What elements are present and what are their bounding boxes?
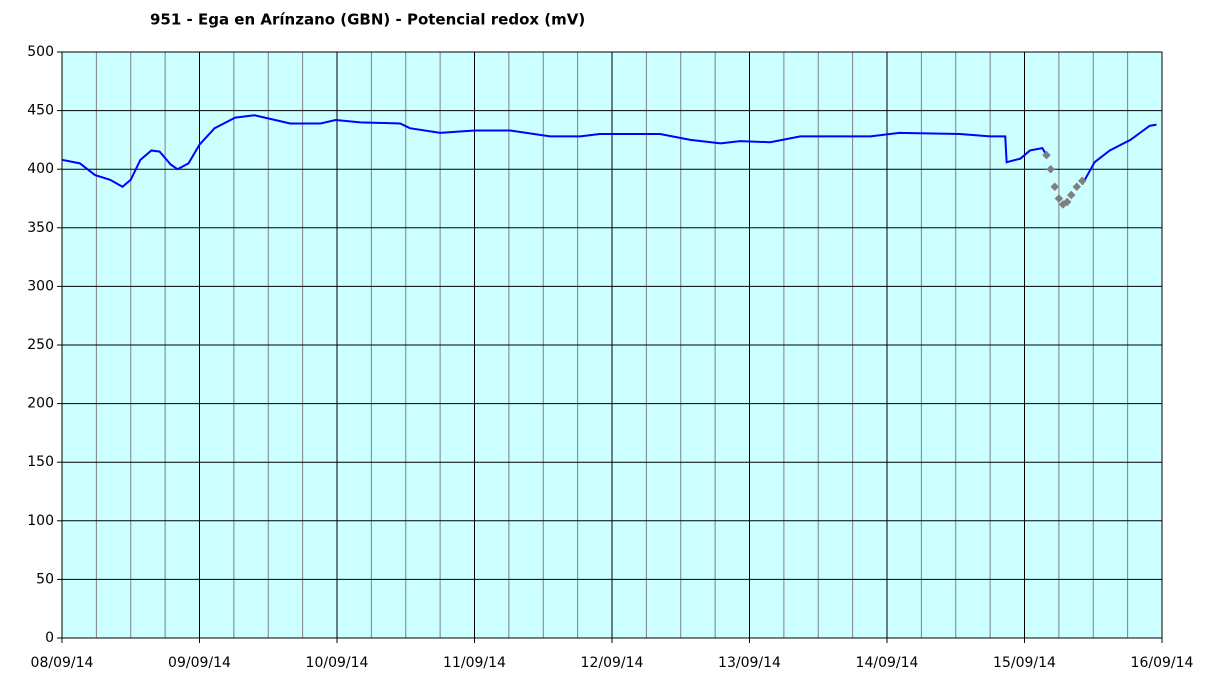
y-tick-label: 450: [27, 103, 54, 119]
chart-title: 951 - Ega en Arínzano (GBN) - Potencial …: [150, 11, 585, 29]
x-tick-label: 10/09/14: [306, 655, 369, 671]
y-tick-label: 150: [27, 454, 54, 470]
data-line: [61, 114, 1157, 188]
x-tick-label: 16/09/14: [1131, 655, 1194, 671]
y-tick-label: 0: [45, 630, 54, 646]
y-tick-label: 50: [36, 571, 54, 587]
x-tick-label: 14/09/14: [856, 655, 919, 671]
x-tick-label: 11/09/14: [443, 655, 506, 671]
y-tick-label: 500: [27, 44, 54, 60]
x-tick-label: 15/09/14: [993, 655, 1056, 671]
y-tick-label: 350: [27, 220, 54, 236]
x-tick-label: 08/09/14: [31, 655, 94, 671]
x-tick-label: 09/09/14: [168, 655, 231, 671]
x-tick-label: 13/09/14: [718, 655, 781, 671]
y-tick-label: 100: [27, 513, 54, 529]
y-tick-label: 250: [27, 337, 54, 353]
y-tick-label: 300: [27, 278, 54, 294]
x-tick-label: 12/09/14: [581, 655, 644, 671]
y-tick-label: 200: [27, 396, 54, 412]
y-tick-label: 400: [27, 161, 54, 177]
